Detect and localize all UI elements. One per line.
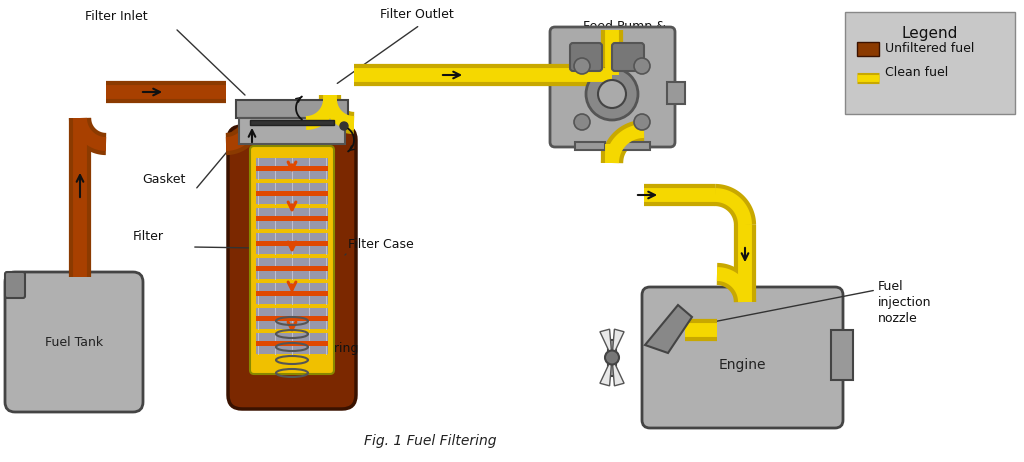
Polygon shape	[600, 358, 612, 386]
Text: Legend: Legend	[902, 26, 958, 41]
Bar	[250, 120, 334, 125]
FancyBboxPatch shape	[5, 272, 25, 298]
Bar	[256, 166, 328, 171]
Bar	[256, 158, 328, 179]
Bar	[608, 340, 616, 376]
Circle shape	[586, 68, 638, 120]
Bar	[256, 333, 328, 354]
Bar	[256, 241, 328, 246]
Polygon shape	[612, 329, 624, 358]
Bar	[256, 341, 328, 346]
Bar	[256, 291, 328, 296]
Text: Spring: Spring	[318, 342, 358, 355]
Bar	[256, 258, 328, 279]
FancyBboxPatch shape	[228, 126, 356, 409]
Text: Clean fuel: Clean fuel	[885, 66, 948, 79]
Text: Feed Pump &
Supply Pump: Feed Pump & Supply Pump	[583, 20, 666, 49]
Bar	[256, 216, 328, 221]
Bar	[857, 42, 879, 56]
Bar	[236, 100, 348, 118]
Circle shape	[634, 58, 650, 74]
Circle shape	[598, 80, 626, 108]
Text: Fig. 1 Fuel Filtering: Fig. 1 Fuel Filtering	[364, 434, 497, 448]
FancyBboxPatch shape	[570, 43, 602, 71]
Bar	[256, 191, 328, 196]
Text: Filter Inlet: Filter Inlet	[85, 10, 147, 23]
Text: Filter: Filter	[133, 230, 164, 243]
Text: Engine: Engine	[719, 359, 766, 372]
Bar	[620, 142, 650, 150]
Bar	[831, 330, 853, 380]
Circle shape	[574, 114, 590, 130]
Bar	[239, 118, 345, 144]
Circle shape	[340, 122, 348, 130]
FancyBboxPatch shape	[250, 146, 334, 374]
Text: Unfiltered fuel: Unfiltered fuel	[885, 43, 975, 55]
Bar	[256, 233, 328, 254]
Bar	[256, 266, 328, 271]
Bar	[667, 82, 685, 104]
Circle shape	[574, 58, 590, 74]
Bar	[575, 142, 605, 150]
Bar	[256, 308, 328, 329]
Bar	[845, 12, 1015, 114]
Text: Gasket: Gasket	[142, 173, 185, 186]
FancyBboxPatch shape	[642, 287, 843, 428]
Bar	[256, 316, 328, 321]
FancyBboxPatch shape	[5, 272, 143, 412]
Bar	[256, 183, 328, 204]
Text: Fuel
injection
nozzle: Fuel injection nozzle	[878, 280, 932, 325]
Circle shape	[605, 351, 618, 365]
Polygon shape	[612, 358, 624, 386]
Circle shape	[634, 114, 650, 130]
FancyBboxPatch shape	[612, 43, 644, 71]
Bar	[256, 208, 328, 229]
Polygon shape	[645, 305, 692, 353]
Polygon shape	[600, 329, 612, 358]
FancyBboxPatch shape	[550, 27, 675, 147]
Bar	[256, 283, 328, 304]
Text: Filter Outlet: Filter Outlet	[380, 8, 454, 21]
Text: Filter Case: Filter Case	[348, 238, 414, 251]
Text: Fuel Tank: Fuel Tank	[45, 335, 103, 348]
